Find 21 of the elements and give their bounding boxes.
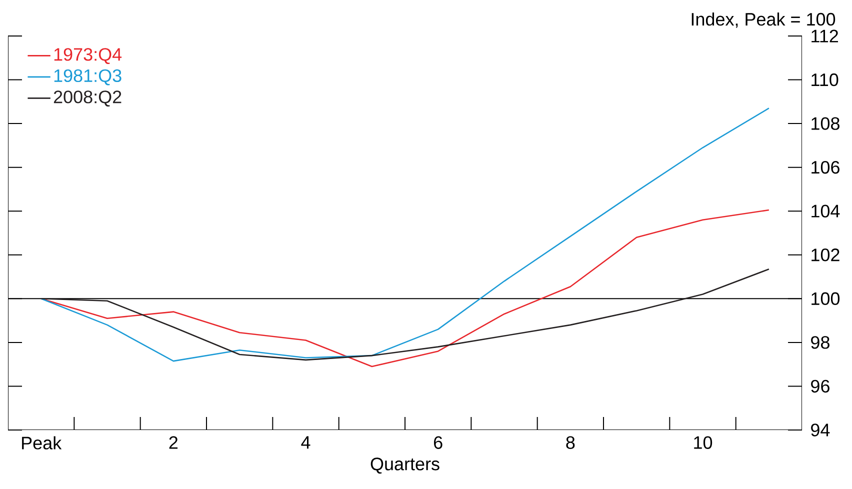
legend-label: 1981:Q3 [54, 69, 122, 86]
y-tick-label: 94 [811, 424, 830, 436]
y-tick-label: 96 [811, 380, 830, 393]
legend-label: 2008:Q2 [54, 90, 122, 107]
x-tick-label: 10 [694, 436, 712, 449]
x-tick-label: 6 [434, 436, 442, 449]
legend-label: 1973:Q4 [54, 48, 122, 64]
y-axis-title: Index, Peak = 100 [692, 12, 836, 28]
y-tick-label: 102 [812, 248, 840, 262]
y-tick-label: 110 [812, 73, 838, 86]
y-tick-label: 106 [812, 160, 840, 174]
x-tick-label: 8 [566, 436, 575, 449]
y-tick-label: 108 [812, 117, 840, 130]
x-axis-title: Quarters [370, 458, 440, 474]
y-tick-label: 104 [812, 204, 840, 218]
x-tick-label: Peak [22, 436, 62, 450]
x-tick-label: 4 [301, 436, 310, 449]
y-tick-label: 98 [811, 336, 830, 349]
x-tick-label: 2 [169, 436, 178, 449]
y-tick-label: 100 [812, 292, 840, 306]
y-tick-label: 112 [812, 30, 838, 42]
